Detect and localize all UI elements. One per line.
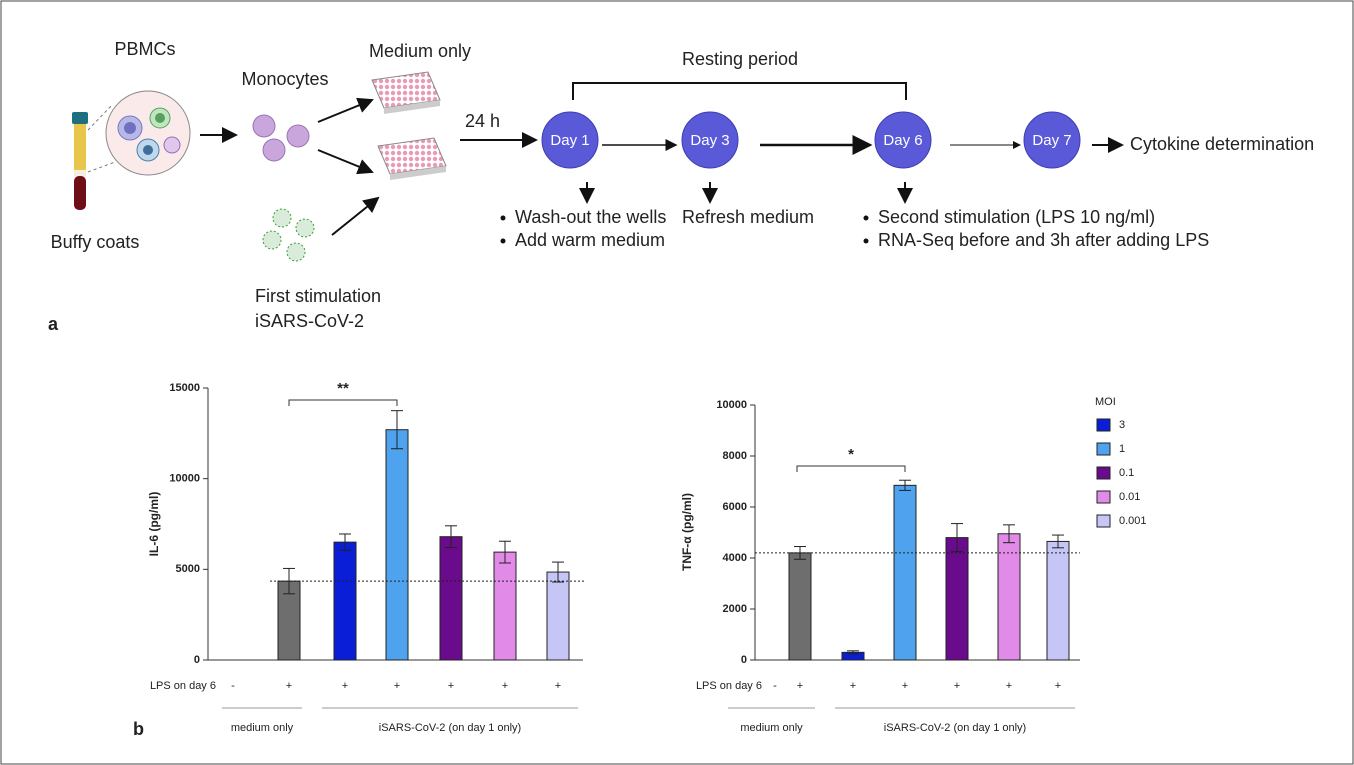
legend-label: 0.001 (1119, 515, 1147, 527)
x-tick-label: + (1006, 680, 1012, 692)
bar (894, 485, 916, 660)
group-label: medium only (231, 722, 294, 734)
resting-bracket (573, 83, 906, 100)
label: Resting period (682, 49, 798, 69)
day-label: Day 7 (1032, 132, 1071, 149)
label: Medium only (369, 41, 471, 61)
x-tick-label: - (231, 680, 235, 692)
x-tick-label: + (902, 680, 908, 692)
label: First stimulation (255, 286, 381, 306)
y-axis-title: IL-6 (pg/ml) (147, 492, 161, 557)
label: 24 h (465, 111, 500, 131)
label: Buffy coats (51, 232, 140, 252)
legend-label: 0.01 (1119, 491, 1140, 503)
legend-label: 1 (1119, 443, 1125, 455)
y-tick-label: 8000 (723, 450, 747, 462)
day-label: Day 3 (690, 132, 729, 149)
y-tick-label: 10000 (716, 399, 747, 411)
bar (1047, 541, 1069, 660)
monocytes-icon (253, 115, 309, 161)
group-label: iSARS-CoV-2 (on day 1 only) (379, 722, 521, 734)
step: Second stimulation (LPS 10 ng/ml) (878, 207, 1155, 227)
day-label: Day 1 (550, 132, 589, 149)
group-label: medium only (740, 722, 803, 734)
bar (946, 538, 968, 660)
frame (1, 1, 1353, 764)
y-tick-label: 2000 (723, 603, 747, 615)
significance-label: ** (337, 380, 349, 397)
legend-label: 3 (1119, 419, 1125, 431)
label: Monocytes (241, 69, 328, 89)
day-label: Day 6 (883, 132, 922, 149)
figure: PBMCs Buffy coats Monocytes Medium only … (0, 0, 1354, 765)
zoom-line (88, 162, 115, 172)
day-circles (542, 112, 1080, 168)
panel-label: a (48, 314, 59, 334)
bar (334, 542, 356, 660)
significance-bracket (289, 400, 397, 406)
label: PBMCs (114, 39, 175, 59)
x-tick-label: + (286, 680, 292, 692)
y-tick-label: 4000 (723, 552, 747, 564)
bar (789, 553, 811, 660)
legend-swatch (1097, 515, 1110, 527)
step: Wash-out the wells (515, 207, 666, 227)
step: Refresh medium (682, 207, 814, 227)
significance-bracket (797, 466, 905, 472)
step: Add warm medium (515, 230, 665, 250)
blood-tube (72, 112, 88, 210)
y-tick-label: 0 (741, 654, 747, 666)
bar (494, 552, 516, 660)
legend-swatch (1097, 467, 1110, 479)
plate (378, 138, 446, 180)
plate (372, 72, 440, 114)
legend-swatch (1097, 443, 1110, 455)
x-tick-label: + (954, 680, 960, 692)
arrow (318, 100, 372, 122)
x-tick-label: + (448, 680, 454, 692)
y-tick-label: 0 (194, 654, 200, 666)
legend-label: 0.1 (1119, 467, 1134, 479)
panel-label: b (133, 719, 144, 739)
x-tick-label: + (555, 680, 561, 692)
row-label: LPS on day 6 (150, 680, 216, 692)
bar (386, 430, 408, 660)
legend-title: MOI (1095, 396, 1116, 408)
significance-label: * (848, 446, 854, 463)
x-tick-label: - (773, 680, 777, 692)
bar (440, 537, 462, 660)
y-tick-label: 10000 (169, 473, 200, 485)
y-tick-label: 6000 (723, 501, 747, 513)
x-tick-label: + (850, 680, 856, 692)
virus-icon (263, 209, 314, 261)
y-tick-label: 15000 (169, 382, 200, 394)
legend-swatch (1097, 491, 1110, 503)
step: RNA-Seq before and 3h after adding LPS (878, 230, 1209, 250)
bar (547, 572, 569, 660)
pbmc-icon (106, 91, 190, 175)
x-tick-label: + (394, 680, 400, 692)
arrow (332, 198, 378, 235)
arrow (318, 150, 372, 172)
x-tick-label: + (502, 680, 508, 692)
x-tick-label: + (797, 680, 803, 692)
legend-swatch (1097, 419, 1110, 431)
group-label: iSARS-CoV-2 (on day 1 only) (884, 722, 1026, 734)
y-axis-title: TNF-α (pg/ml) (680, 493, 694, 571)
x-tick-label: + (1055, 680, 1061, 692)
y-tick-label: 5000 (176, 563, 200, 575)
row-label: LPS on day 6 (696, 680, 762, 692)
x-tick-label: + (342, 680, 348, 692)
label: iSARS-CoV-2 (255, 311, 364, 331)
label: Cytokine determination (1130, 134, 1314, 154)
